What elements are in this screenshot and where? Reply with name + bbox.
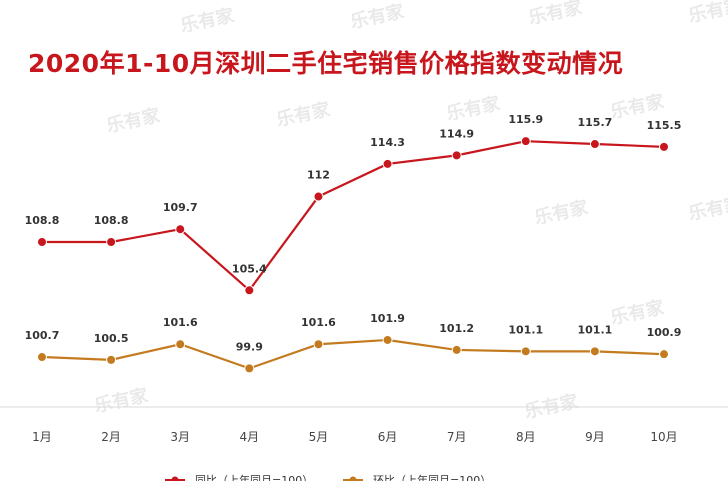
legend-marker-1 (171, 476, 179, 481)
data-label: 105.4 (232, 262, 267, 275)
data-point (589, 139, 600, 150)
data-label: 100.9 (647, 326, 682, 339)
data-point (382, 158, 393, 169)
legend-label-1: 同比（上年同月=100） (195, 473, 313, 481)
data-label: 101.1 (508, 323, 543, 336)
data-label: 114.9 (439, 127, 474, 140)
x-tick-label: 4月 (240, 430, 260, 444)
watermark-12: 乐有家 (522, 390, 580, 423)
data-point (244, 285, 255, 296)
data-point (659, 349, 669, 360)
legend-marker-2 (349, 476, 357, 481)
x-tick-label: 8月 (516, 430, 536, 444)
data-point (451, 150, 462, 161)
data-label: 115.5 (647, 119, 682, 132)
x-tick-label: 2月 (101, 430, 121, 444)
data-label: 101.6 (163, 316, 198, 329)
watermark-4: 乐有家 (104, 104, 162, 137)
data-point (520, 346, 531, 357)
data-label: 101.9 (370, 312, 405, 325)
legend-label-2: 环比（上年同月=100） (373, 473, 491, 481)
data-label: 108.8 (94, 214, 129, 227)
series-line-1 (42, 140, 665, 292)
watermark-8: 乐有家 (532, 196, 590, 229)
data-label: 115.7 (577, 116, 612, 129)
watermark-9: 乐有家 (686, 192, 728, 225)
data-label: 100.5 (94, 332, 129, 345)
watermark-1: 乐有家 (348, 0, 406, 33)
x-tick-label: 5月 (309, 430, 329, 444)
data-point (313, 191, 324, 202)
watermark-0: 乐有家 (178, 4, 236, 37)
data-label: 112 (307, 169, 330, 182)
chart-title: 2020年1-10月深圳二手住宅销售价格指数变动情况 (28, 49, 624, 78)
x-tick-label: 1月 (32, 430, 52, 444)
watermark-3: 乐有家 (686, 0, 728, 27)
data-label: 101.6 (301, 316, 336, 329)
series-line-2 (41, 338, 665, 370)
data-point (106, 354, 117, 365)
x-tick-label: 10月 (650, 430, 677, 444)
data-point (106, 237, 117, 247)
x-tick-label: 6月 (378, 430, 398, 444)
watermark-11: 乐有家 (92, 384, 150, 417)
data-label: 115.9 (508, 113, 543, 126)
x-tick-label: 3月 (170, 430, 190, 444)
watermark-2: 乐有家 (526, 0, 584, 29)
data-label: 101.2 (439, 322, 474, 335)
data-label: 108.8 (25, 214, 60, 227)
data-point (175, 224, 186, 235)
data-label: 100.7 (25, 329, 60, 342)
data-point (520, 136, 531, 147)
data-point (175, 339, 186, 350)
data-point (37, 237, 47, 247)
data-point (589, 346, 600, 357)
watermark-6: 乐有家 (444, 92, 502, 125)
data-point (244, 363, 255, 374)
data-point (382, 334, 393, 345)
data-label: 114.3 (370, 136, 405, 149)
x-tick-label: 9月 (585, 430, 605, 444)
data-label: 101.1 (577, 323, 612, 336)
data-label: 109.7 (163, 201, 198, 214)
data-point (659, 141, 669, 152)
data-point (37, 352, 47, 363)
watermark-10: 乐有家 (608, 296, 666, 329)
data-point (451, 344, 462, 355)
watermark-5: 乐有家 (274, 98, 332, 131)
x-tick-label: 7月 (447, 430, 467, 444)
data-label: 99.9 (236, 340, 263, 353)
data-point (313, 339, 324, 350)
